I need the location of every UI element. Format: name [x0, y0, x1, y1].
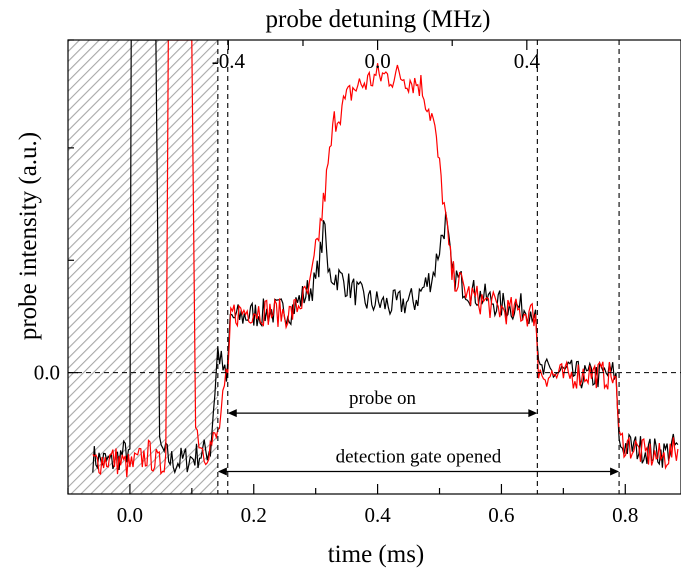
detection-gate-arrowhead-left	[217, 467, 227, 476]
x-tick-label: 0.6	[488, 503, 514, 527]
x-tick-label: 0.4	[364, 503, 391, 527]
series-red-line	[92, 40, 679, 478]
probe-on-label: probe on	[349, 388, 417, 409]
x-axis-title: time (ms)	[328, 541, 425, 568]
detection-gate-arrowhead-right	[610, 467, 620, 476]
x-tick-label: 0.0	[117, 503, 143, 527]
x-tick-label: 0.8	[612, 503, 638, 527]
x2-tick-label: 0.4	[514, 49, 541, 73]
y-tick-label: 0.0	[34, 361, 60, 385]
series-black-line	[92, 40, 679, 475]
x2-axis-title: probe detuning (MHz)	[266, 6, 491, 33]
detection-gate-label: detection gate opened	[336, 447, 502, 468]
x-tick-label: 0.2	[241, 503, 267, 527]
x2-tick-label: -0.4	[212, 49, 246, 73]
probe-on-arrowhead-left	[227, 409, 237, 418]
plot-frame	[67, 39, 681, 495]
y-axis-title: probe intensity (a.u.)	[15, 132, 42, 340]
x2-tick-label: 0.0	[364, 49, 390, 73]
probe-on-arrowhead-right	[528, 409, 538, 418]
